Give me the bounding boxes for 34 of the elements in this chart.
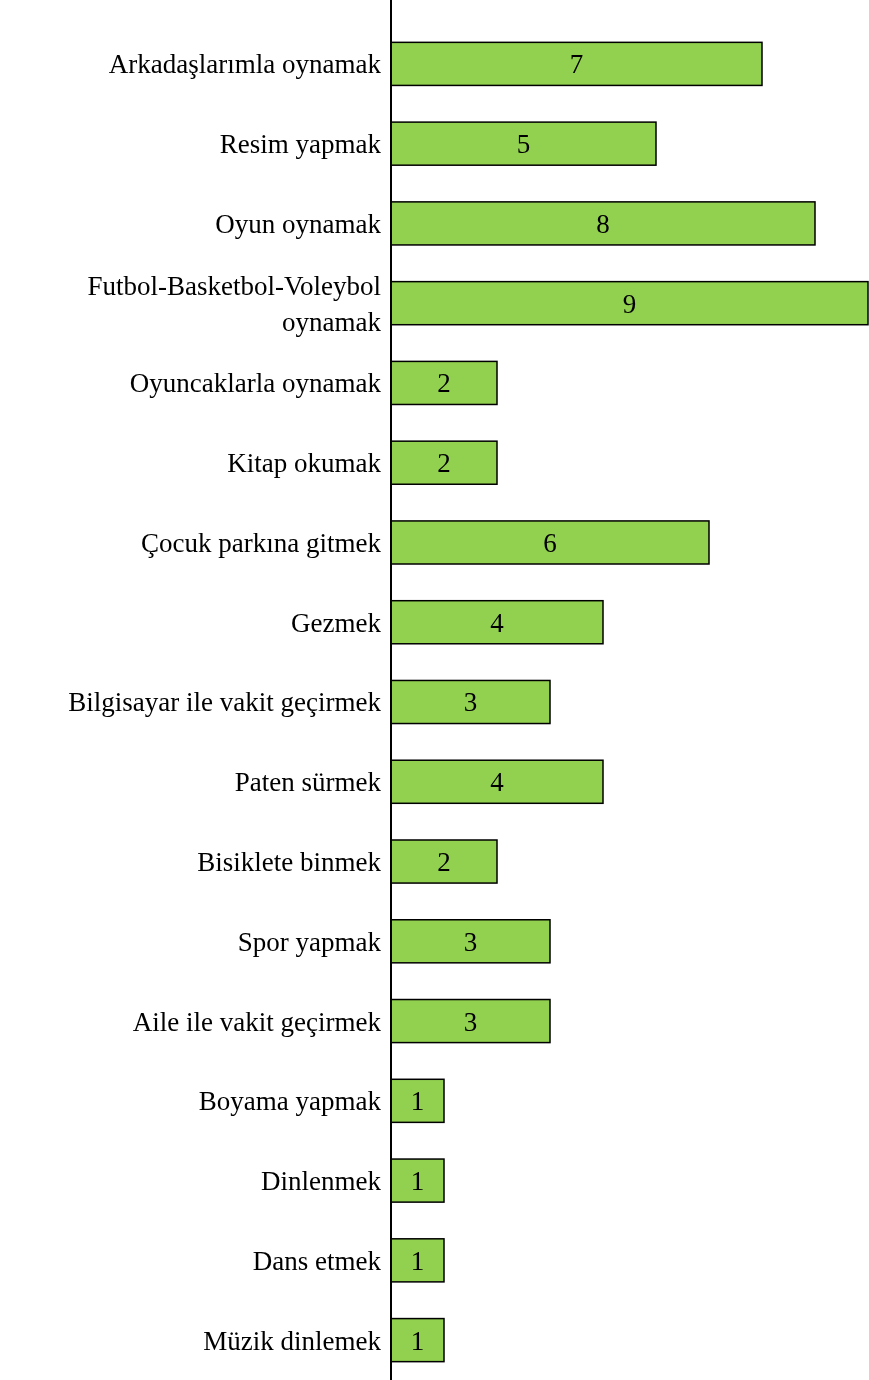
y-tick-label: Resim yapmak bbox=[219, 129, 382, 160]
data-label: 4 bbox=[490, 607, 505, 638]
y-tick-label: Kitap okumak bbox=[227, 448, 382, 479]
y-tick-label: Arkadaşlarımla oynamak bbox=[108, 49, 382, 80]
y-tick-label: Çocuk parkına gitmek bbox=[141, 527, 382, 558]
data-label: 2 bbox=[437, 368, 451, 399]
y-tick-label: Gezmek bbox=[291, 607, 382, 638]
data-label: 3 bbox=[463, 1006, 478, 1037]
data-label: 4 bbox=[490, 767, 505, 798]
y-tick-label: Boyama yapmak bbox=[198, 1086, 382, 1117]
data-label: 1 bbox=[410, 1325, 425, 1356]
y-tick-label: Bilgisayar ile vakit geçirmek bbox=[68, 687, 382, 718]
data-label: 9 bbox=[622, 288, 637, 319]
y-tick-label: Müzik dinlemek bbox=[203, 1325, 382, 1356]
data-label: 8 bbox=[596, 208, 610, 239]
data-label: 3 bbox=[463, 926, 478, 957]
y-tick-label: Dans etmek bbox=[252, 1245, 382, 1276]
y-tick-label: Aile ile vakit geçirmek bbox=[132, 1006, 382, 1037]
y-tick-label: Oyuncaklarla oynamak bbox=[129, 368, 382, 399]
y-tick-label: Dinlenmek bbox=[261, 1166, 382, 1197]
y-tick-label: Oyun oynamak bbox=[215, 208, 382, 239]
y-tick-label: Futbol-Basketbol-Voleybol oynamak bbox=[87, 270, 382, 337]
data-label: 3 bbox=[463, 687, 478, 718]
data-label: 2 bbox=[437, 846, 451, 877]
y-tick-label: Spor yapmak bbox=[237, 926, 382, 957]
data-label: 6 bbox=[543, 527, 557, 558]
y-tick-label: Paten sürmek bbox=[234, 767, 382, 798]
data-label: 1 bbox=[410, 1245, 425, 1276]
y-tick-label: Bisiklete binmek bbox=[197, 846, 382, 877]
data-label: 5 bbox=[516, 129, 531, 160]
data-label: 2 bbox=[437, 448, 451, 479]
data-label: 7 bbox=[569, 49, 584, 80]
data-label: 1 bbox=[410, 1086, 425, 1117]
data-label: 1 bbox=[410, 1166, 425, 1197]
